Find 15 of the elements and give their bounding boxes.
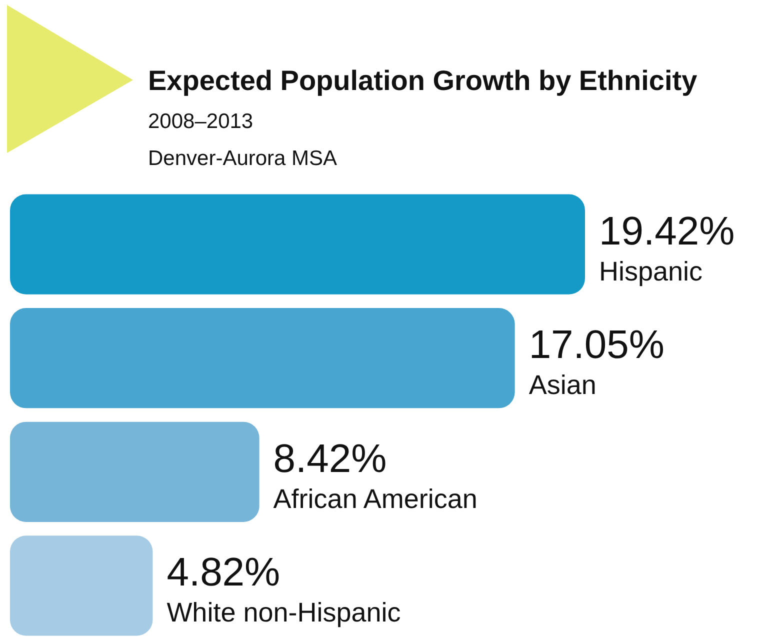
bar xyxy=(10,308,515,408)
chart-subtitle: 2008–2013 xyxy=(148,110,254,133)
bar xyxy=(10,422,260,522)
data-label: 19.42% xyxy=(599,209,735,254)
y-tick-label: Asian xyxy=(528,370,596,400)
bar xyxy=(10,194,585,294)
chart-title: Expected Population Growth by Ethnicity xyxy=(148,65,698,96)
y-tick-label: White non-Hispanic xyxy=(166,598,401,628)
data-label: 17.05% xyxy=(528,323,664,368)
data-label: 8.42% xyxy=(273,436,387,481)
y-tick-label: African American xyxy=(273,484,478,514)
data-label: 4.82% xyxy=(166,550,280,595)
y-tick-label: Hispanic xyxy=(599,256,703,286)
bar xyxy=(10,536,153,636)
text: Denver-Aurora MSA xyxy=(148,147,338,170)
